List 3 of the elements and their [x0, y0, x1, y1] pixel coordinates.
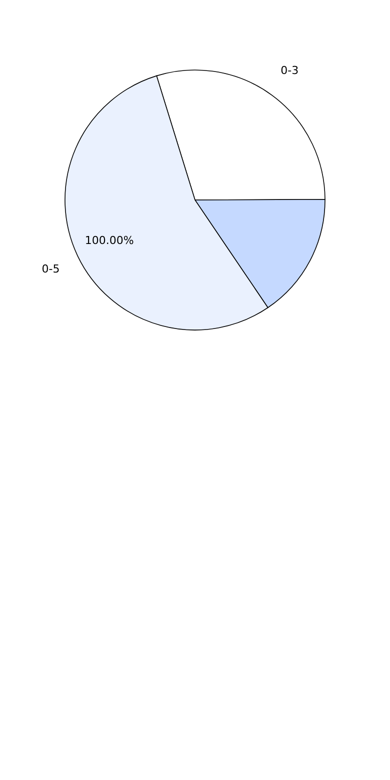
text: 100.00% [84, 234, 134, 248]
slice-label: 0-5 [42, 262, 60, 276]
slice-label: 0-3 [280, 64, 299, 78]
